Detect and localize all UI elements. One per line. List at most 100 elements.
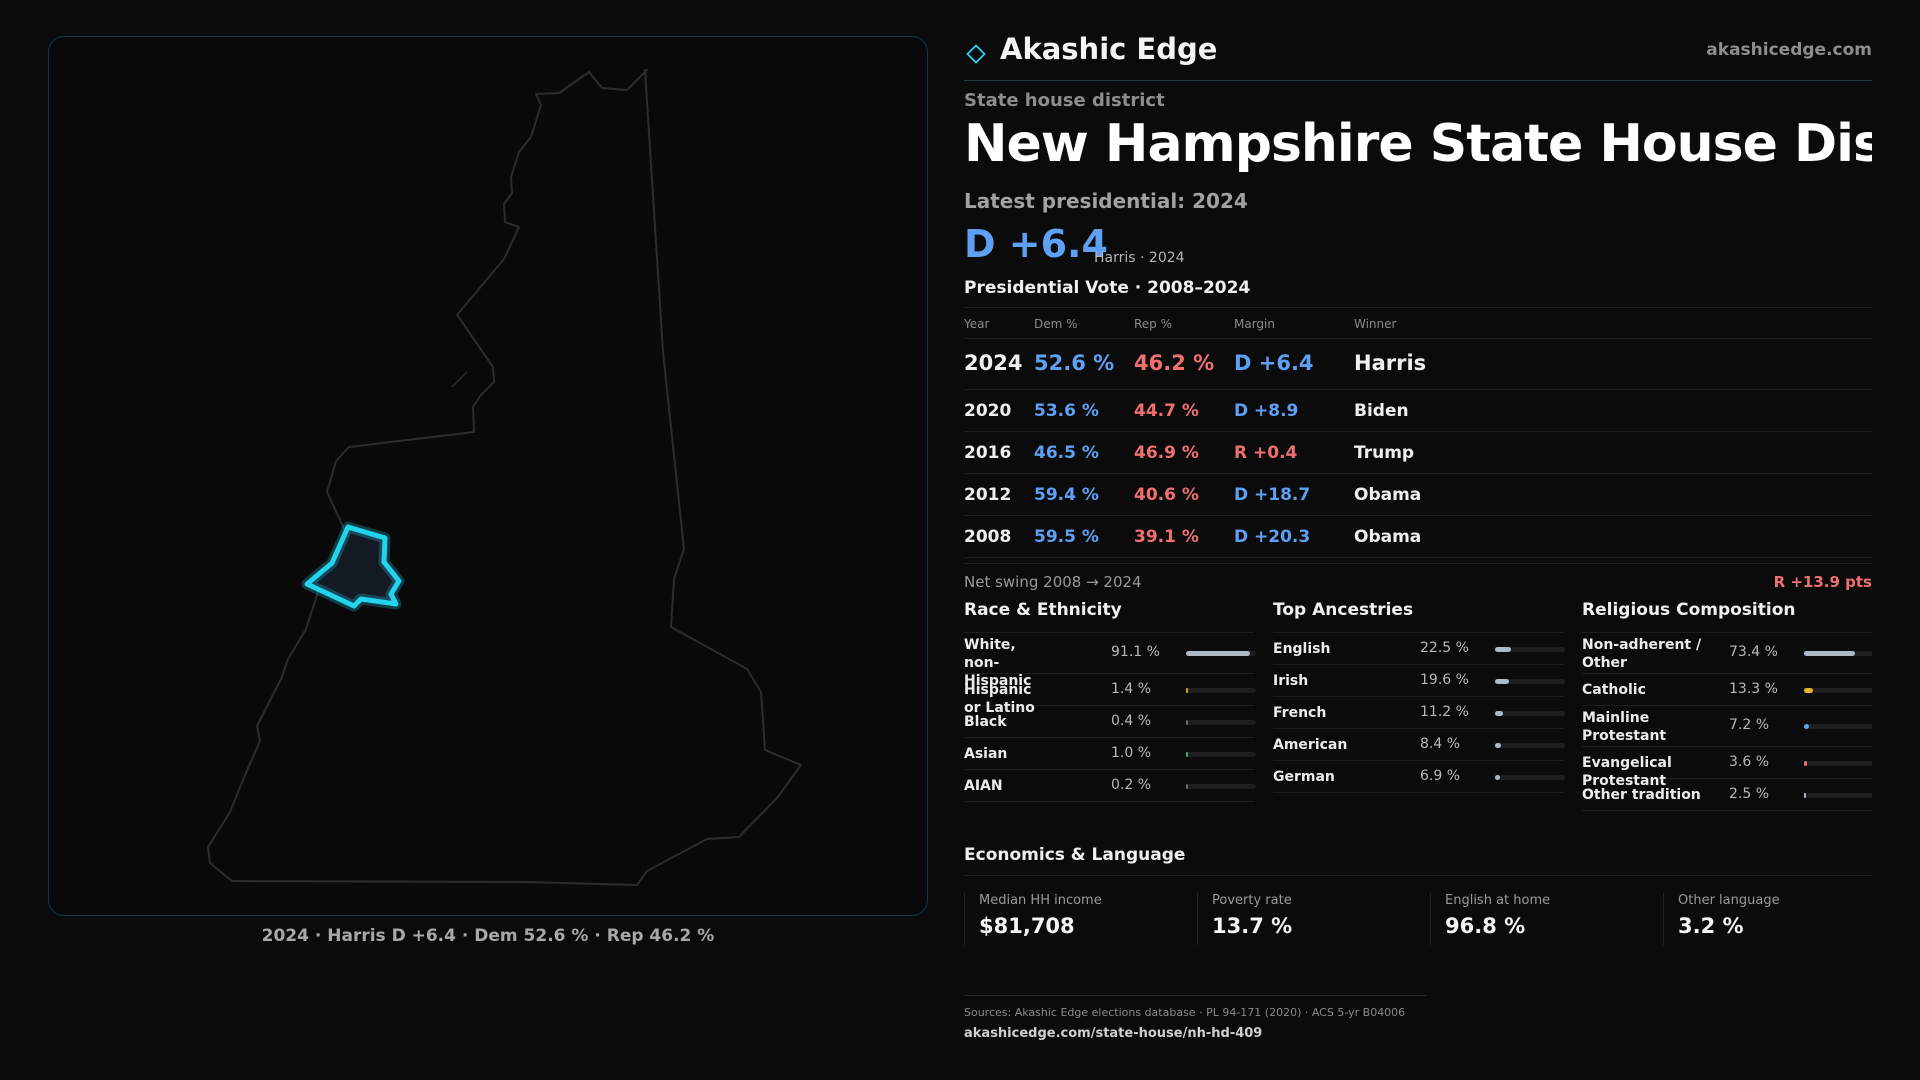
row-dem: 59.4 % — [1034, 485, 1099, 505]
item-label: Black — [964, 714, 1007, 730]
share-bar — [1804, 761, 1872, 766]
item-value: 6.9 % — [1420, 768, 1461, 784]
stat-value: $81,708 — [979, 914, 1075, 938]
share-bar-fill — [1804, 651, 1855, 656]
share-bar — [1186, 784, 1256, 789]
row-winner: Biden — [1354, 401, 1409, 421]
list-item: AIAN 0.2 % — [964, 770, 1256, 802]
map-caption: 2024 · Harris D +6.4 · Dem 52.6 % · Rep … — [261, 926, 715, 946]
district-409-shape[interactable] — [304, 524, 402, 609]
stat-card-poverty-rate: Poverty rate 13.7 % — [1197, 893, 1397, 945]
share-bar-fill — [1186, 784, 1188, 789]
share-bar-fill — [1804, 724, 1809, 729]
share-bar-fill — [1495, 775, 1500, 780]
table-row: 2024 52.6 % 46.2 % D +6.4 Harris — [964, 339, 1872, 390]
stat-value: 3.2 % — [1678, 914, 1744, 938]
stat-value: 13.7 % — [1212, 914, 1293, 938]
row-margin: D +20.3 — [1234, 527, 1311, 547]
item-value: 73.4 % — [1729, 644, 1778, 660]
list-item: German 6.9 % — [1273, 761, 1565, 793]
item-value: 0.4 % — [1111, 713, 1152, 729]
share-bar-fill — [1186, 720, 1188, 725]
item-label: White, non-Hispanic — [964, 637, 1032, 689]
latest-presidential-label: Latest presidential: 2024 — [964, 189, 1248, 213]
item-value: 13.3 % — [1729, 681, 1778, 697]
row-dem: 59.5 % — [1034, 527, 1099, 547]
share-bar — [1495, 647, 1565, 652]
share-bar — [1804, 793, 1872, 798]
list-item: French 11.2 % — [1273, 697, 1565, 729]
presidential-vote-title: Presidential Vote · 2008–2024 — [964, 278, 1251, 298]
item-label: Irish — [1273, 673, 1309, 689]
header-dem: Dem % — [1034, 317, 1078, 331]
list-item: Evangelical Protestant 3.6 % — [1582, 747, 1872, 789]
row-margin: R +0.4 — [1234, 443, 1298, 463]
brand-header: Akashic Edge akashicedge.com — [964, 30, 1872, 81]
item-value: 0.2 % — [1111, 777, 1152, 793]
ancestry-section: Top Ancestries English 22.5 % Irish 19.6 % F… — [1273, 600, 1565, 793]
row-year: 2012 — [964, 485, 1012, 505]
sources-divider — [964, 995, 1426, 996]
item-label: American — [1273, 737, 1348, 753]
row-margin: D +6.4 — [1234, 351, 1314, 375]
table-row: 2012 59.4 % 40.6 % D +18.7 Obama — [964, 474, 1872, 516]
list-item: Black 0.4 % — [964, 706, 1256, 738]
district-kind: State house district — [964, 90, 1165, 111]
share-bar — [1804, 651, 1872, 656]
item-value: 91.1 % — [1111, 644, 1160, 660]
item-value: 7.2 % — [1729, 717, 1770, 733]
header-rep: Rep % — [1134, 317, 1173, 331]
share-bar — [1804, 688, 1872, 693]
religion-section: Religious Composition Non-adherent / Oth… — [1582, 600, 1872, 811]
row-rep: 40.6 % — [1134, 485, 1199, 505]
item-value: 19.6 % — [1420, 672, 1469, 688]
share-bar-fill — [1495, 647, 1511, 652]
sources-url-link[interactable]: akashicedge.com/state-house/nh-hd-409 — [964, 1026, 1263, 1041]
share-bar — [1495, 775, 1565, 780]
share-bar-fill — [1804, 793, 1806, 798]
row-dem: 46.5 % — [1034, 443, 1099, 463]
share-bar — [1186, 688, 1256, 693]
brand-name[interactable]: Akashic Edge — [1000, 32, 1218, 66]
table-row: 2008 59.5 % 39.1 % D +20.3 Obama — [964, 516, 1872, 558]
stat-card-english-at-home: English at home 96.8 % — [1430, 893, 1630, 945]
share-bar — [1804, 724, 1872, 729]
row-winner: Obama — [1354, 485, 1422, 505]
row-margin: D +18.7 — [1234, 485, 1311, 505]
share-bar — [1495, 679, 1565, 684]
stat-value: 96.8 % — [1445, 914, 1526, 938]
item-label: English — [1273, 641, 1331, 657]
item-label: Asian — [964, 746, 1008, 762]
share-bar-fill — [1186, 651, 1250, 656]
list-item: Catholic 13.3 % — [1582, 674, 1872, 706]
list-item: Hispanic or Latino 1.4 % — [964, 674, 1256, 716]
row-year: 2016 — [964, 443, 1012, 463]
latest-margin-sub: Harris · 2024 — [1094, 250, 1185, 266]
net-swing-label: Net swing 2008 → 2024 — [964, 573, 1142, 591]
share-bar-fill — [1804, 761, 1807, 766]
row-rep: 46.9 % — [1134, 443, 1199, 463]
share-bar-fill — [1495, 711, 1503, 716]
latest-margin: D +6.4 — [964, 222, 1108, 266]
item-label: Mainline Protestant — [1582, 710, 1667, 744]
header-winner: Winner — [1354, 317, 1397, 331]
row-dem: 53.6 % — [1034, 401, 1099, 421]
row-winner: Harris — [1354, 351, 1427, 375]
state-map[interactable] — [49, 37, 928, 916]
row-rep: 39.1 % — [1134, 527, 1199, 547]
header-year: Year — [964, 317, 990, 331]
row-year: 2020 — [964, 401, 1012, 421]
stat-label: Median HH income — [979, 893, 1102, 908]
stat-label: English at home — [1445, 893, 1551, 908]
map-panel[interactable] — [48, 36, 928, 916]
stat-label: Other language — [1678, 893, 1780, 908]
share-bar — [1186, 651, 1256, 656]
net-swing-row: Net swing 2008 → 2024 R +13.9 pts — [964, 563, 1872, 594]
section-title: Race & Ethnicity — [964, 600, 1254, 633]
item-label: Evangelical Protestant — [1582, 755, 1672, 789]
net-swing-value: R +13.9 pts — [1773, 573, 1872, 591]
brand-url-link[interactable]: akashicedge.com — [1706, 40, 1872, 60]
sources-text: Sources: Akashic Edge elections database… — [964, 1006, 1406, 1019]
row-margin: D +8.9 — [1234, 401, 1299, 421]
item-value: 2.5 % — [1729, 786, 1770, 802]
